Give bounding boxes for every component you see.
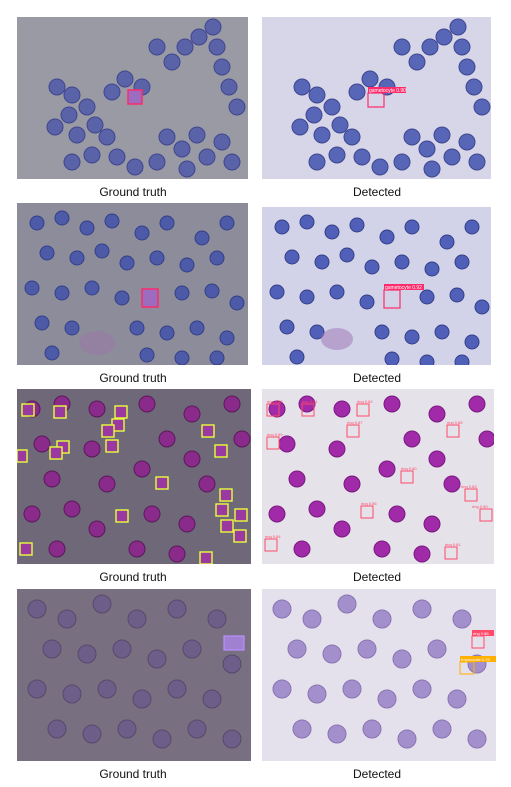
row2-det-label-0: gametocyte 0.92 xyxy=(385,285,422,291)
row3-detected-image: ring 0.88 ring 0.91 ring 0.82 ring 0.87 … xyxy=(262,389,494,564)
trophozoite-bbox xyxy=(223,635,245,651)
row1-ground-truth-image xyxy=(17,17,248,179)
row2-detected-image: gametocyte 0.92 xyxy=(262,207,491,365)
row3-det-label-9: ring 0.90 xyxy=(472,504,488,509)
row3-det-label-10: ring 0.84 xyxy=(265,534,281,539)
row3-det-label-0: ring 0.88 xyxy=(267,399,283,404)
row1-detected-image: gametocyte 0.90 xyxy=(262,17,491,179)
ring-bboxes xyxy=(17,403,248,564)
row4-detected-caption: Detected xyxy=(352,767,402,781)
row3-det-label-5: ring 0.89 xyxy=(267,432,283,437)
row3-detected-caption: Detected xyxy=(352,570,402,584)
row2-detected-caption: Detected xyxy=(352,371,402,385)
row4-det-label-1: trophozoite 0.78 xyxy=(461,657,490,662)
row1-detected-caption: Detected xyxy=(352,185,402,199)
row3-ground-truth-image xyxy=(17,389,251,564)
row4-detected-image: ring 0.85 trophozoite 0.78 xyxy=(262,589,496,761)
row4-ground-truth-image xyxy=(17,589,251,761)
row1-ground-truth-caption: Ground truth xyxy=(99,185,167,199)
row3-det-label-1: ring 0.91 xyxy=(302,399,318,404)
row3-det-label-4: ring 0.85 xyxy=(447,420,463,425)
row1-det-label-0: gametocyte 0.90 xyxy=(369,88,406,94)
gametocyte-bbox xyxy=(141,288,159,308)
row3-det-label-2: ring 0.82 xyxy=(357,399,373,404)
row3-det-label-7: ring 0.83 xyxy=(461,484,477,489)
row2-ground-truth-image xyxy=(17,203,248,365)
row3-det-label-11: ring 0.81 xyxy=(445,542,461,547)
row3-ground-truth-caption: Ground truth xyxy=(99,570,167,584)
row3-det-label-6: ring 0.80 xyxy=(401,466,417,471)
row3-det-label-3: ring 0.87 xyxy=(347,420,363,425)
gametocyte-bbox xyxy=(127,89,143,105)
row4-det-label-0: ring 0.85 xyxy=(473,631,489,636)
row3-det-label-8: ring 0.86 xyxy=(361,501,377,506)
row2-ground-truth-caption: Ground truth xyxy=(99,371,167,385)
row4-ground-truth-caption: Ground truth xyxy=(99,767,167,781)
